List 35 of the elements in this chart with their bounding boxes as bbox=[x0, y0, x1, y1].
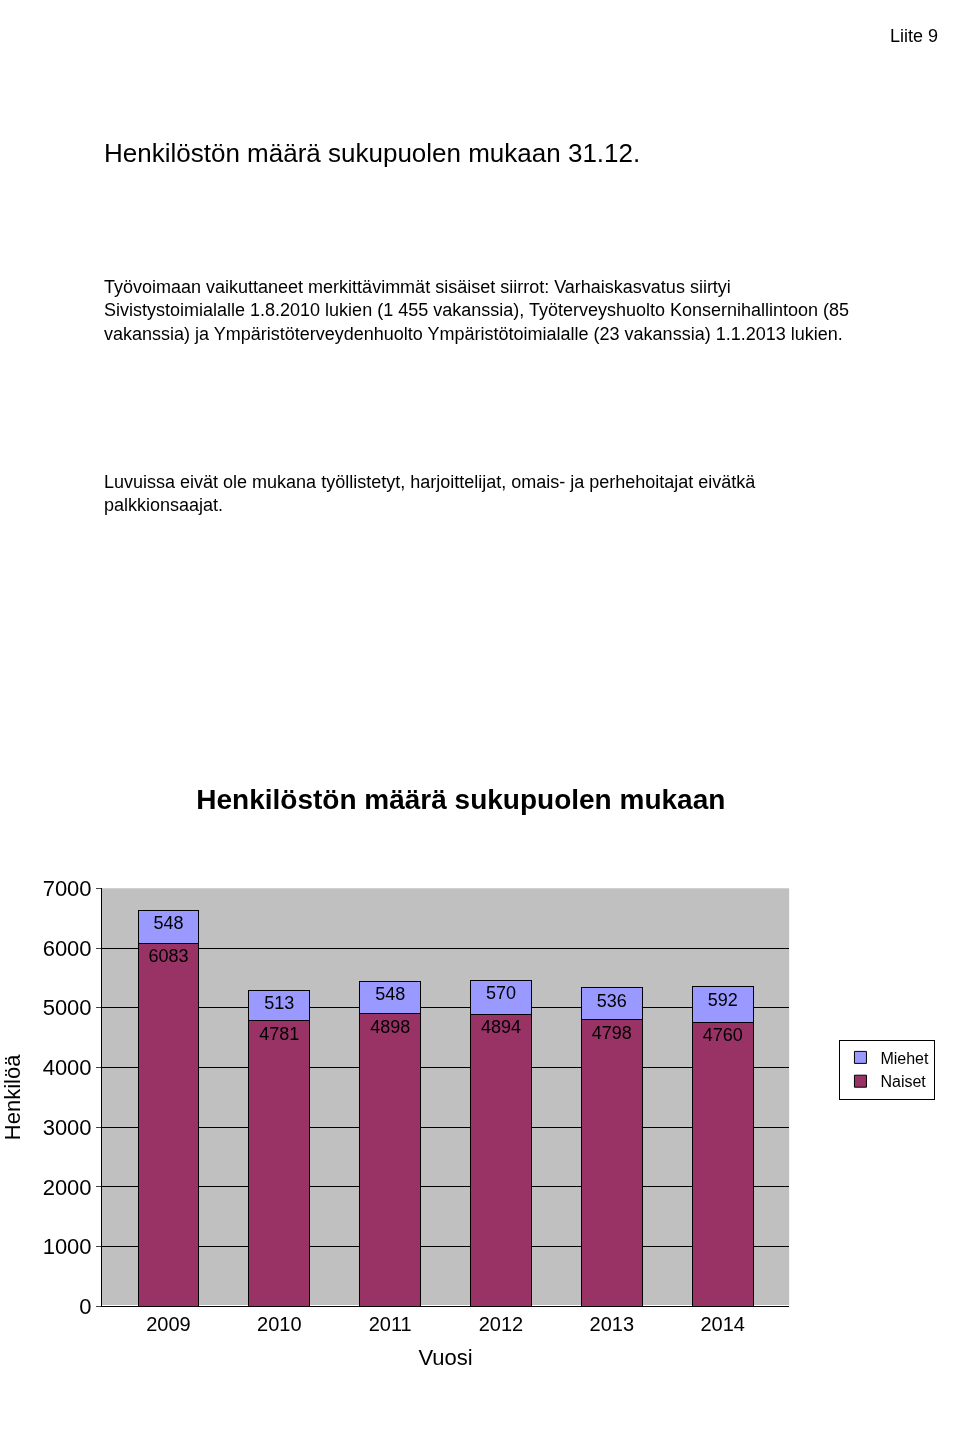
text: Työvoimaan vaikuttaneet merkittävimmät sisäiset siirrot: Varhaiskasvatus siirtyi Sivistystoimialalle 1.8.2010 lukien (1 455 vakanssia), Työterveyshuolto Konsernihallintoon (85 vakanssia) ja Ympäristöterveydenhuolto Ympäristötoimialalle (23 vakanssia) 1.1.2013 lukien. bbox=[104, 277, 850, 344]
data-label: 4798 bbox=[591, 1022, 632, 1043]
data-label: 536 bbox=[596, 990, 627, 1011]
text: Henkilöstön määrä sukupuolen mukaan 31.12. bbox=[104, 138, 641, 168]
x-tick-label: 2009 bbox=[146, 1313, 191, 1336]
x-tick-label: 2011 bbox=[368, 1313, 412, 1336]
y-tick-label: 6000 bbox=[42, 935, 92, 961]
data-label: 4781 bbox=[259, 1023, 300, 1044]
y-tick-label: 2000 bbox=[42, 1174, 92, 1200]
y-tick-label: 3000 bbox=[42, 1114, 92, 1140]
data-label: 548 bbox=[153, 913, 184, 934]
x-axis-title: Vuosi bbox=[418, 1345, 473, 1371]
data-label: 6083 bbox=[148, 946, 189, 967]
data-label: 592 bbox=[707, 989, 738, 1010]
data-label: 513 bbox=[264, 993, 295, 1014]
text: Luvuissa eivät ole mukana työllistetyt, harjoittelijat, omais- ja perhehoitajat eivätkä palkkionsaajat. bbox=[104, 472, 757, 516]
data-label: 4760 bbox=[702, 1025, 743, 1046]
y-tick-label: 7000 bbox=[42, 875, 92, 901]
y-tick-label: 1000 bbox=[42, 1234, 92, 1260]
y-tick-label: 5000 bbox=[42, 995, 92, 1021]
data-label: 548 bbox=[375, 984, 406, 1005]
text: Liite 9 bbox=[890, 26, 939, 46]
data-label: 4894 bbox=[480, 1017, 522, 1038]
x-tick-label: 2014 bbox=[700, 1313, 745, 1336]
y-tick-label: 0 bbox=[79, 1294, 92, 1320]
x-tick-label: 2013 bbox=[589, 1313, 635, 1336]
chart-title: Henkilöstön määrä sukupuolen mukaan bbox=[196, 783, 726, 815]
x-tick-label: 2012 bbox=[478, 1313, 524, 1336]
legend-label: Naiset bbox=[880, 1073, 927, 1091]
y-tick-label: 4000 bbox=[42, 1055, 92, 1081]
data-label: 570 bbox=[485, 983, 517, 1004]
legend-label: Miehet bbox=[880, 1049, 930, 1067]
data-label: 4898 bbox=[370, 1016, 411, 1037]
y-axis-title: Henkilöä bbox=[0, 1053, 26, 1141]
x-tick-label: 2010 bbox=[257, 1313, 302, 1336]
